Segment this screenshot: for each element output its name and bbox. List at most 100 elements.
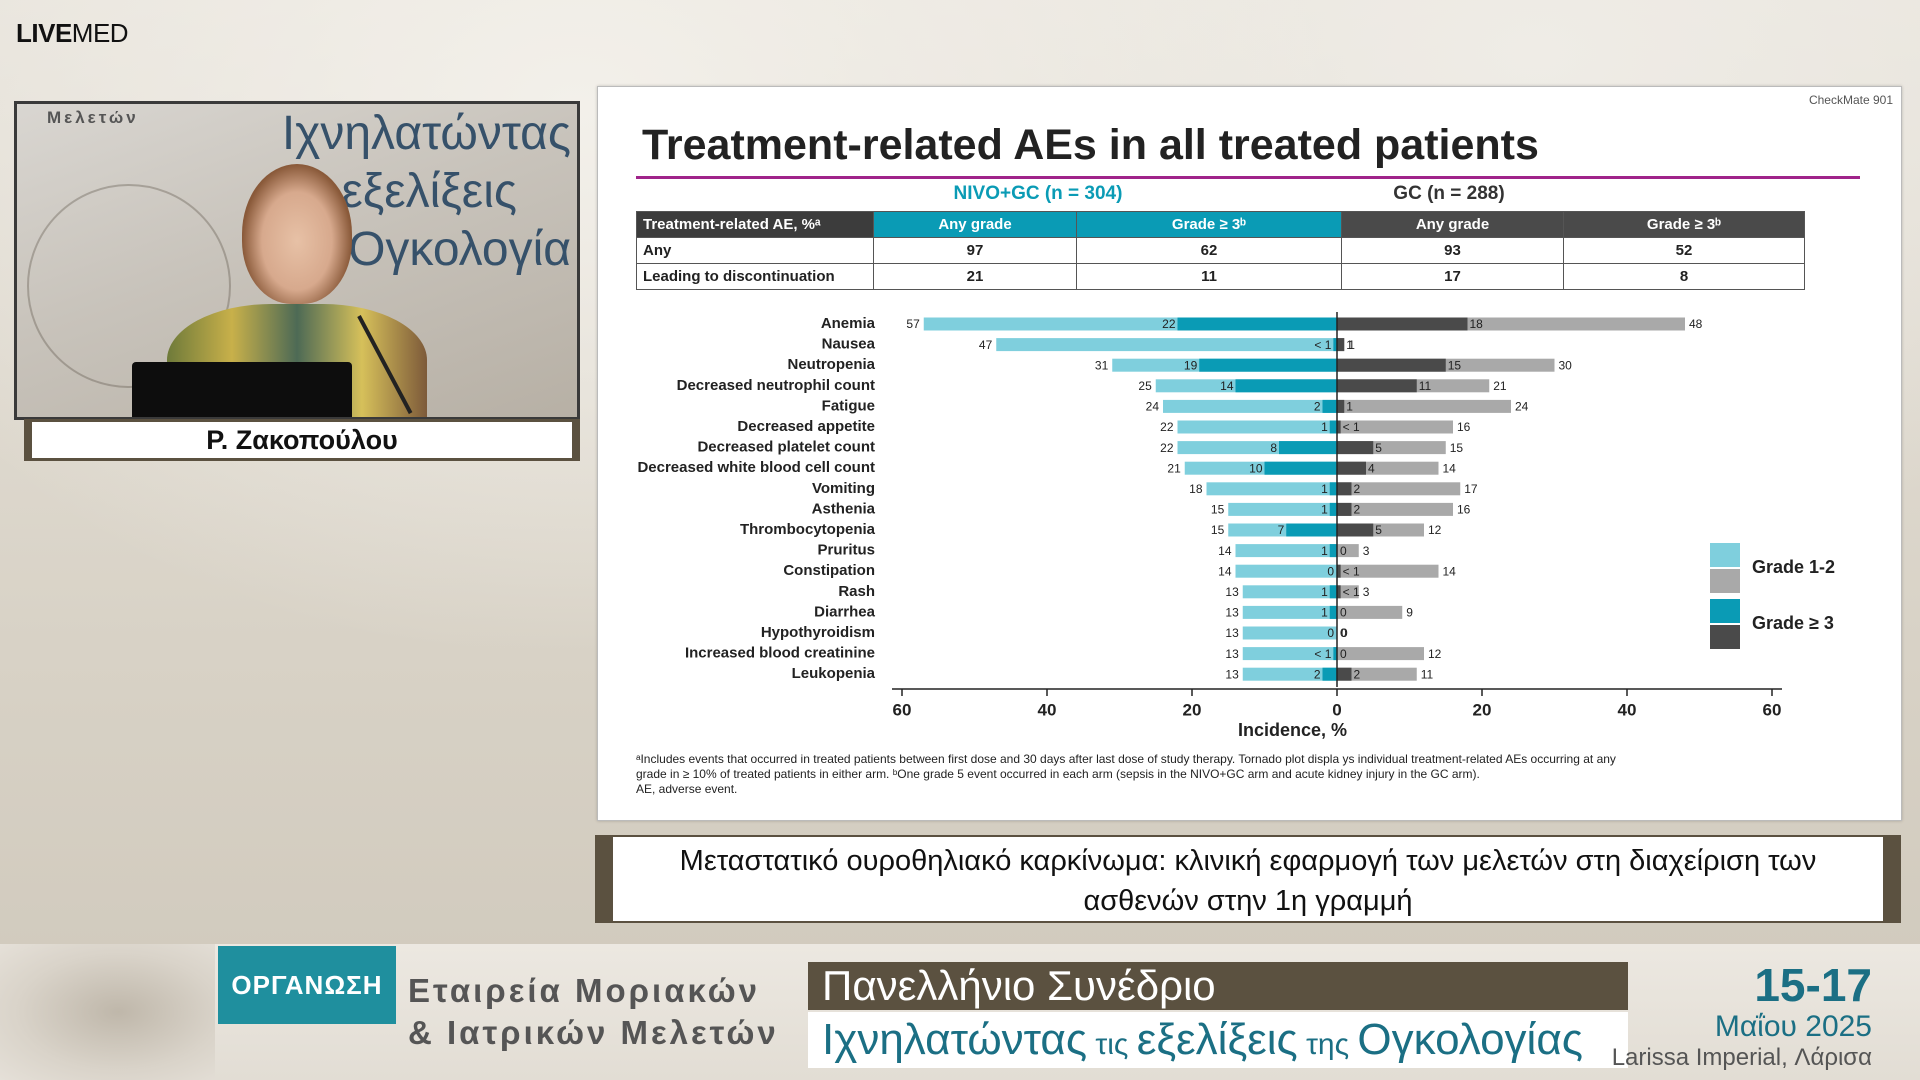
wall-text: εξελίξεις xyxy=(341,165,517,218)
arm-gc-header: GC (n = 288) xyxy=(1393,183,1505,204)
bar-gc-any xyxy=(1337,399,1511,413)
data-label: 18 xyxy=(1189,482,1203,496)
table-header: Any grade xyxy=(1341,211,1564,238)
bar-gc-grade3 xyxy=(1337,461,1366,475)
data-label: < 1 xyxy=(1314,338,1331,352)
data-label: 1 xyxy=(1321,606,1328,620)
category-label: Increased blood creatinine xyxy=(685,645,875,662)
data-label: 8 xyxy=(1270,441,1277,455)
data-label: 13 xyxy=(1225,626,1239,640)
conference-banner: ΟΡΓΑΝΩΣΗ Εταιρεία Μοριακών & Ιατρικών Με… xyxy=(0,944,1920,1080)
bar-nivo-grade3 xyxy=(1286,523,1337,537)
data-label: 10 xyxy=(1249,461,1263,475)
speaker-name: Ρ. Ζακοπούλου xyxy=(24,419,580,461)
data-label: 17 xyxy=(1464,482,1478,496)
data-label: 1 xyxy=(1346,400,1353,414)
data-label: 14 xyxy=(1218,544,1232,558)
footnote-line: ᵃIncludes events that occurred in treate… xyxy=(636,752,1616,766)
data-label: 31 xyxy=(1095,358,1109,372)
speaker-head xyxy=(242,164,352,304)
laptop xyxy=(132,362,352,417)
data-label: 3 xyxy=(1363,544,1370,558)
legend-swatch-nivo-grade12 xyxy=(1710,543,1740,567)
data-label: 48 xyxy=(1689,317,1703,331)
table-cell: 93 xyxy=(1341,237,1564,264)
table-cell: 52 xyxy=(1563,237,1805,264)
conference-month: Μαΐου 2025 xyxy=(1714,1010,1872,1043)
organizer-label: ΟΡΓΑΝΩΣΗ xyxy=(218,946,396,1024)
data-label: 1 xyxy=(1321,585,1328,599)
data-label: 14 xyxy=(1218,564,1232,578)
data-label: 2 xyxy=(1354,503,1361,517)
category-label: Anemia xyxy=(821,315,876,332)
data-label: 2 xyxy=(1354,667,1361,681)
data-label: 0 xyxy=(1340,606,1347,620)
bar-gc-grade3 xyxy=(1337,667,1352,681)
bar-gc-grade3 xyxy=(1337,358,1446,372)
data-label: 24 xyxy=(1146,400,1160,414)
x-tick-label: 0 xyxy=(1332,700,1341,719)
category-label: Pruritus xyxy=(817,542,875,559)
bar-nivo-any xyxy=(996,338,1337,352)
bar-gc-any xyxy=(1337,647,1424,661)
organizer-name: Εταιρεία Μοριακών xyxy=(408,972,761,1009)
table-cell: 97 xyxy=(873,237,1077,264)
bar-nivo-any xyxy=(1242,626,1337,640)
caption-line: Μεταστατικό ουροθηλιακό καρκίνωμα: κλινι… xyxy=(679,845,1817,877)
x-tick-label: 60 xyxy=(893,700,912,719)
data-label: 21 xyxy=(1493,379,1507,393)
livemed-logo: LIVEMED xyxy=(16,18,129,48)
seal-graphic xyxy=(27,184,231,388)
arm-nivo-header: NIVO+GC (n = 304) xyxy=(953,183,1123,204)
data-label: 0 xyxy=(1327,626,1334,640)
bar-nivo-grade3 xyxy=(1199,358,1337,372)
category-label: Hypothyroidism xyxy=(761,624,875,641)
data-label: 1 xyxy=(1321,503,1328,517)
data-label: 13 xyxy=(1225,647,1239,661)
title-rule xyxy=(636,176,1860,179)
data-label: 12 xyxy=(1428,647,1442,661)
data-label: 13 xyxy=(1225,606,1239,620)
table-row: Leading to discontinuation 21 11 17 8 xyxy=(636,263,1805,290)
bar-nivo-grade3 xyxy=(1329,544,1337,558)
bar-gc-grade3 xyxy=(1337,564,1341,578)
table-header: Treatment-related AE, %ᵃ xyxy=(636,211,874,238)
bar-gc-grade3 xyxy=(1337,379,1417,393)
bar-nivo-grade3 xyxy=(1329,502,1337,516)
x-tick-label: 60 xyxy=(1763,700,1782,719)
data-label: 18 xyxy=(1470,317,1484,331)
bar-gc-grade3 xyxy=(1337,338,1345,352)
study-tag: CheckMate 901 xyxy=(1808,93,1893,107)
category-label: Nausea xyxy=(822,336,876,353)
data-label: 0 xyxy=(1341,626,1348,640)
category-label: Fatigue xyxy=(822,397,875,414)
data-label: 12 xyxy=(1428,523,1442,537)
category-label: Rash xyxy=(838,583,875,600)
data-label: 0 xyxy=(1340,647,1347,661)
table-cell: 21 xyxy=(873,263,1077,290)
data-label: 15 xyxy=(1448,358,1462,372)
row-label: Any xyxy=(636,237,874,264)
wall-text: Ιχνηλατώντας xyxy=(281,107,571,160)
table-header-row: Treatment-related AE, %ᵃ Any grade Grade… xyxy=(636,211,1805,238)
x-axis-title: Incidence, % xyxy=(1238,720,1348,740)
data-label: 24 xyxy=(1515,400,1529,414)
legend-swatch-nivo-grade3 xyxy=(1710,599,1740,623)
legend-label-grade12: Grade 1-2 xyxy=(1752,557,1836,577)
data-label: 2 xyxy=(1314,400,1321,414)
category-label: Decreased platelet count xyxy=(697,439,875,456)
bar-gc-any xyxy=(1337,482,1461,496)
x-tick-label: 20 xyxy=(1473,700,1492,719)
legend-swatch-gc-grade3 xyxy=(1710,625,1740,649)
data-label: 1 xyxy=(1321,544,1328,558)
data-label: < 1 xyxy=(1343,564,1360,578)
bar-nivo-any xyxy=(1177,420,1337,434)
wall-text: Ογκολογία xyxy=(348,223,571,276)
bar-nivo-any xyxy=(1242,605,1337,619)
bar-gc-grade3 xyxy=(1337,317,1468,331)
bar-nivo-any xyxy=(1242,667,1337,681)
seal-graphic xyxy=(0,944,215,1080)
data-label: 16 xyxy=(1457,420,1471,434)
x-tick-label: 40 xyxy=(1038,700,1057,719)
data-label: 2 xyxy=(1354,482,1361,496)
